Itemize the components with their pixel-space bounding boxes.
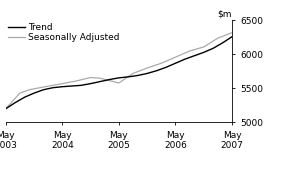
Trend [13, 102, 17, 104]
Seasonally Adjusted [89, 76, 92, 79]
Trend [221, 42, 224, 44]
Trend [117, 77, 121, 79]
Trend [174, 62, 177, 64]
Trend [98, 81, 102, 83]
Trend [183, 58, 186, 60]
Seasonally Adjusted [117, 82, 121, 84]
Seasonally Adjusted [216, 37, 220, 39]
Seasonally Adjusted [188, 50, 191, 52]
Trend [202, 51, 205, 53]
Trend [108, 79, 111, 81]
Seasonally Adjusted [75, 80, 78, 82]
Seasonally Adjusted [131, 72, 135, 74]
Trend [164, 66, 168, 68]
Line: Seasonally Adjusted: Seasonally Adjusted [6, 33, 232, 109]
Seasonally Adjusted [145, 67, 149, 69]
Trend [193, 55, 196, 57]
Seasonally Adjusted [18, 92, 22, 94]
Trend [136, 74, 140, 76]
Trend [230, 36, 234, 38]
Seasonally Adjusted [202, 46, 205, 48]
Trend [51, 87, 55, 89]
Trend [70, 85, 73, 87]
Trend [145, 72, 149, 74]
Trend [89, 83, 92, 85]
Seasonally Adjusted [42, 86, 45, 88]
Seasonally Adjusted [160, 62, 163, 64]
Trend [23, 96, 26, 98]
Trend [61, 86, 64, 88]
Line: Trend: Trend [6, 37, 232, 109]
Trend [32, 92, 36, 94]
Trend [211, 47, 215, 49]
Trend [4, 108, 7, 110]
Text: $m: $m [218, 9, 232, 18]
Legend: Trend, Seasonally Adjusted: Trend, Seasonally Adjusted [7, 22, 121, 43]
Seasonally Adjusted [230, 32, 234, 34]
Seasonally Adjusted [4, 108, 7, 110]
Seasonally Adjusted [27, 89, 31, 91]
Seasonally Adjusted [98, 77, 102, 79]
Trend [155, 70, 158, 72]
Seasonally Adjusted [61, 83, 64, 85]
Seasonally Adjusted [174, 56, 177, 58]
Trend [42, 89, 45, 91]
Trend [80, 84, 83, 86]
Trend [127, 76, 130, 78]
